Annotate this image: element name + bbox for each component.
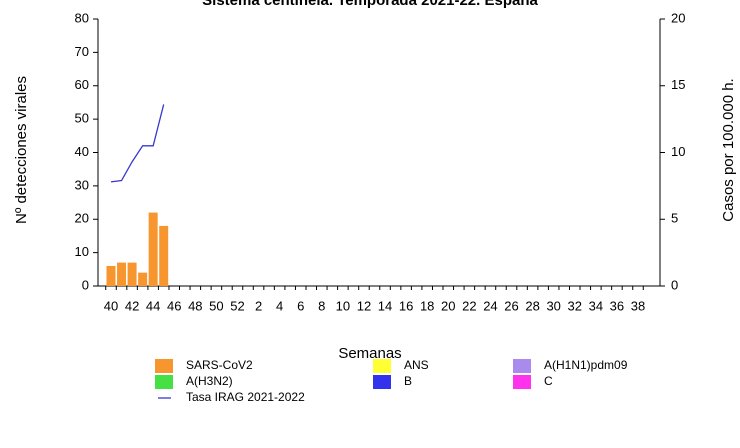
bar xyxy=(159,225,169,286)
x-tick-label: 42 xyxy=(125,298,139,313)
x-tick-label: 30 xyxy=(546,298,560,313)
x-tick-label: 18 xyxy=(420,298,434,313)
y2-tick-label: 5 xyxy=(671,211,678,226)
bar xyxy=(127,262,137,286)
x-tick-label: 22 xyxy=(462,298,476,313)
bar xyxy=(106,265,116,286)
y2-tick-label: 10 xyxy=(671,144,685,159)
legend-swatch xyxy=(373,359,391,373)
legend-swatch xyxy=(513,375,531,389)
x-axis-label: Semanas xyxy=(338,345,401,362)
x-tick-label: 38 xyxy=(631,298,645,313)
legend-label: A(H3N2) xyxy=(186,374,233,388)
x-tick-label: 2 xyxy=(255,298,262,313)
y-tick-label: 0 xyxy=(82,277,89,292)
x-tick-label: 44 xyxy=(146,298,160,313)
legend-swatch xyxy=(155,359,173,373)
legend-swatch xyxy=(513,359,531,373)
y-tick-label: 40 xyxy=(75,144,89,159)
line xyxy=(110,104,165,183)
legend-label: ANS xyxy=(404,358,429,372)
y2-tick-label: 15 xyxy=(671,77,685,92)
x-tick-label: 6 xyxy=(297,298,304,313)
x-tick-label: 46 xyxy=(167,298,181,313)
y-tick-label: 20 xyxy=(75,211,89,226)
y-tick-label: 10 xyxy=(75,244,89,259)
legend-swatch xyxy=(155,375,173,389)
y2-tick-label: 20 xyxy=(671,10,685,25)
legend-label: C xyxy=(544,374,553,388)
bar xyxy=(117,262,127,286)
x-tick-label: 10 xyxy=(336,298,350,313)
x-tick-label: 34 xyxy=(589,298,603,313)
x-tick-label: 36 xyxy=(610,298,624,313)
y-tick-label: 30 xyxy=(75,177,89,192)
x-tick-label: 20 xyxy=(441,298,455,313)
legend-label: SARS-CoV2 xyxy=(186,358,253,372)
bar xyxy=(138,272,148,286)
x-tick-label: 8 xyxy=(318,298,325,313)
legend-label: A(H1N1)pdm09 xyxy=(544,358,628,372)
y-axis-label: Nº detecciones virales xyxy=(13,76,30,224)
x-tick-label: 16 xyxy=(399,298,413,313)
x-tick-label: 24 xyxy=(483,298,497,313)
legend-label: Tasa IRAG 2021-2022 xyxy=(186,390,305,404)
legend-label: B xyxy=(404,374,412,388)
legend-swatch xyxy=(373,375,391,389)
x-tick-label: 12 xyxy=(357,298,371,313)
y-tick-label: 70 xyxy=(75,44,89,59)
y-tick-label: 80 xyxy=(75,10,89,25)
y2-tick-label: 0 xyxy=(671,277,678,292)
chart-title: Sistema centinela. Temporada 2021-22. Es… xyxy=(202,0,538,9)
y-tick-label: 50 xyxy=(75,111,89,126)
x-tick-label: 14 xyxy=(378,298,392,313)
x-tick-label: 40 xyxy=(104,298,118,313)
x-tick-label: 50 xyxy=(209,298,223,313)
x-tick-label: 32 xyxy=(568,298,582,313)
y-tick-label: 60 xyxy=(75,77,89,92)
x-tick-label: 28 xyxy=(525,298,539,313)
x-tick-label: 48 xyxy=(188,298,202,313)
bar xyxy=(148,212,158,286)
x-tick-label: 4 xyxy=(276,298,283,313)
x-tick-label: 26 xyxy=(504,298,518,313)
y2-axis-label: Casos por 100.000 h. xyxy=(720,78,737,221)
x-tick-label: 52 xyxy=(230,298,244,313)
